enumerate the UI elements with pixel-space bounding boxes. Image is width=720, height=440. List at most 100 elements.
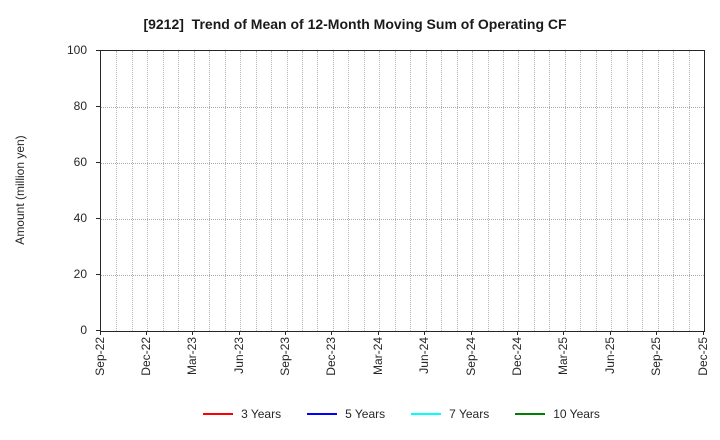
vertical-gridline — [441, 51, 443, 331]
x-tick-mark — [424, 331, 426, 335]
x-tick-mark — [470, 331, 472, 335]
vertical-gridline — [379, 51, 381, 331]
horizontal-gridline — [101, 219, 704, 220]
x-tick-label: Mar-25 — [556, 337, 571, 376]
vertical-gridline — [271, 51, 273, 331]
vertical-gridline — [503, 51, 504, 331]
x-axis: Sep-22 Dec-22 Mar-23 Jun-23 Sep-23 Dec-23 Mar-… — [93, 331, 710, 401]
y-tick-mark — [96, 162, 100, 163]
vertical-gridline — [302, 51, 303, 331]
x-tick-mark — [238, 331, 240, 335]
x-tick-mark — [192, 331, 194, 335]
vertical-gridline — [673, 51, 675, 331]
vertical-gridline — [688, 51, 690, 331]
x-tick-mark — [702, 331, 704, 335]
vertical-gridline — [255, 51, 257, 331]
horizontal-gridline — [101, 275, 704, 276]
legend-line-swatch — [307, 412, 338, 416]
y-tick-label: 80 — [73, 99, 87, 113]
y-axis: 0 20 40 60 80 100 — [0, 43, 100, 337]
vertical-gridline — [564, 51, 566, 331]
x-tick-mark — [609, 331, 611, 335]
vertical-gridline — [410, 51, 412, 331]
chart-title: [9212] Trend of Mean of 12-Month Moving … — [143, 16, 567, 32]
vertical-gridline — [332, 51, 334, 331]
x-tick-mark — [656, 331, 658, 335]
y-tick-mark — [96, 274, 100, 275]
legend-line-swatch — [203, 412, 234, 416]
vertical-gridline — [348, 51, 350, 331]
x-tick-label: Dec-22 — [138, 337, 153, 376]
vertical-gridline — [240, 51, 242, 331]
legend-item: 5 Years — [307, 407, 385, 421]
vertical-gridline — [642, 51, 644, 331]
x-tick-mark — [516, 331, 518, 335]
x-tick-label: Jun-23 — [231, 337, 246, 374]
x-tick-mark — [99, 331, 101, 335]
x-tick-label: Sep-23 — [278, 337, 293, 376]
vertical-gridline — [209, 51, 211, 331]
vertical-gridline — [394, 51, 396, 331]
vertical-gridline — [533, 51, 535, 331]
x-tick-label: Sep-22 — [92, 337, 107, 376]
legend-label: 3 Years — [241, 407, 282, 421]
vertical-gridline — [131, 51, 133, 331]
x-tick-label: Dec-24 — [509, 337, 524, 376]
y-tick-mark — [96, 330, 100, 331]
legend-label: 5 Years — [345, 407, 386, 421]
y-tick-mark — [96, 218, 100, 219]
vertical-gridline — [456, 51, 458, 331]
vertical-gridline — [162, 51, 164, 331]
horizontal-gridline — [101, 163, 704, 164]
y-tick-label: 40 — [73, 211, 87, 225]
y-tick-mark — [96, 50, 100, 51]
vertical-gridline — [657, 51, 659, 331]
legend-label: 7 Years — [449, 407, 490, 421]
vertical-gridline — [472, 51, 474, 331]
legend-item: 7 Years — [411, 407, 489, 421]
legend: 3 Years 5 Years 7 Years 10 Years — [100, 402, 703, 426]
y-tick-label: 0 — [80, 323, 87, 337]
vertical-gridline — [595, 51, 597, 331]
plot-area — [100, 50, 705, 332]
vertical-gridline — [518, 51, 520, 331]
vertical-gridline — [224, 51, 226, 331]
x-tick-mark — [285, 331, 287, 335]
legend-item: 3 Years — [203, 407, 281, 421]
legend-line-swatch — [515, 412, 546, 416]
x-tick-label: Dec-25 — [695, 337, 710, 376]
vertical-gridline — [626, 51, 628, 331]
x-tick-label: Sep-25 — [649, 337, 664, 376]
x-tick-mark — [145, 331, 147, 335]
x-tick-label: Sep-24 — [463, 337, 478, 376]
horizontal-gridline — [101, 107, 704, 108]
legend-label: 10 Years — [553, 407, 600, 421]
vertical-gridline — [286, 51, 288, 331]
legend-item: 10 Years — [515, 407, 600, 421]
vertical-gridline — [317, 51, 319, 331]
x-tick-label: Mar-24 — [370, 337, 385, 376]
vertical-gridline — [363, 51, 365, 331]
x-tick-label: Dec-23 — [324, 337, 339, 376]
vertical-gridline — [116, 51, 118, 331]
x-tick-label: Mar-23 — [185, 337, 200, 376]
vertical-gridline — [487, 51, 489, 331]
vertical-gridline — [193, 51, 195, 331]
y-tick-label: 100 — [66, 43, 87, 57]
vertical-gridline — [580, 51, 582, 331]
vertical-gridline — [611, 51, 613, 331]
vertical-gridline — [425, 51, 427, 331]
vertical-gridline — [549, 51, 551, 331]
y-tick-label: 60 — [73, 155, 87, 169]
x-tick-label: Jun-24 — [417, 337, 432, 374]
x-tick-mark — [563, 331, 565, 335]
x-tick-mark — [377, 331, 379, 335]
x-tick-mark — [331, 331, 333, 335]
vertical-gridline — [178, 51, 180, 331]
legend-line-swatch — [411, 412, 442, 416]
y-tick-label: 20 — [73, 267, 87, 281]
vertical-gridline — [147, 51, 149, 331]
y-tick-mark — [96, 106, 100, 107]
x-tick-label: Jun-25 — [602, 337, 617, 374]
